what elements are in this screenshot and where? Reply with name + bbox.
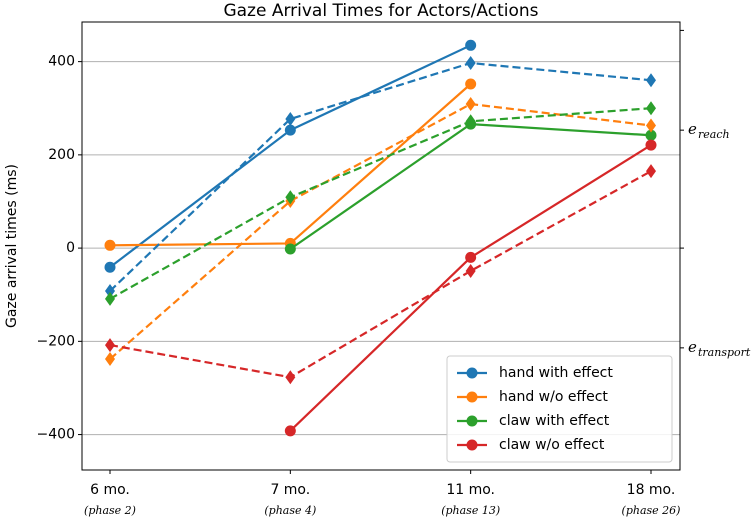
y2-tick-sub: reach [698,128,730,141]
legend-label: claw with effect [499,413,610,429]
x-tick-note: (phase 2) [84,504,136,517]
marker [105,352,115,367]
legend-label: hand with effect [499,365,613,381]
marker [465,39,477,51]
y2-tick-sub: transport [698,346,751,359]
y2-tick-label: e [688,120,697,138]
x-tick-label: 11 mo. [446,482,495,498]
marker [645,139,657,151]
marker [285,190,296,205]
y-tick-label: 0 [66,240,75,256]
marker [646,164,656,179]
y2-tick-label: e [688,338,697,356]
y-tick-label: 400 [48,54,75,70]
legend-label: hand w/o effect [499,389,608,405]
marker [285,111,296,126]
x-tick-note: (phase 4) [264,504,316,517]
marker [105,283,115,298]
legend-label: claw w/o effect [499,437,605,453]
legend-box [446,355,673,463]
x-tick-note: (phase 26) [622,504,681,517]
y-tick-label: −400 [37,427,75,443]
x-tick-label: 18 mo. [627,482,676,498]
plot-frame [81,21,681,471]
marker [646,73,656,88]
legend-marker [466,415,478,427]
x-tick-label: 6 mo. [90,482,130,498]
series-line [109,83,472,247]
series-line [109,44,472,269]
y-axis-label: Gaze arrival times (ms) [4,164,20,328]
marker [284,124,296,136]
x-tick-note: (phase 13) [441,504,500,517]
marker [105,291,115,306]
marker [646,118,656,133]
marker [465,263,476,278]
marker [284,243,296,255]
marker [104,239,116,251]
series-line [109,102,652,360]
marker [465,78,477,90]
marker [646,101,656,116]
marker [465,251,477,263]
chart-title: Gaze Arrival Times for Actors/Actions [223,1,538,21]
marker [645,129,657,141]
marker [284,425,296,437]
marker [105,338,115,353]
marker [285,370,296,385]
legend-marker [466,439,478,451]
series-line [109,107,652,300]
legend-marker [466,391,478,403]
marker [465,56,476,71]
series-line [289,122,652,250]
legend-marker [466,367,478,379]
x-tick-label: 7 mo. [270,482,310,498]
marker [465,97,476,112]
marker [104,261,116,273]
y-tick-label: 200 [48,147,75,163]
marker [465,114,476,129]
series-line [109,170,652,379]
y-tick-label: −200 [37,333,75,349]
series-line [109,61,652,292]
